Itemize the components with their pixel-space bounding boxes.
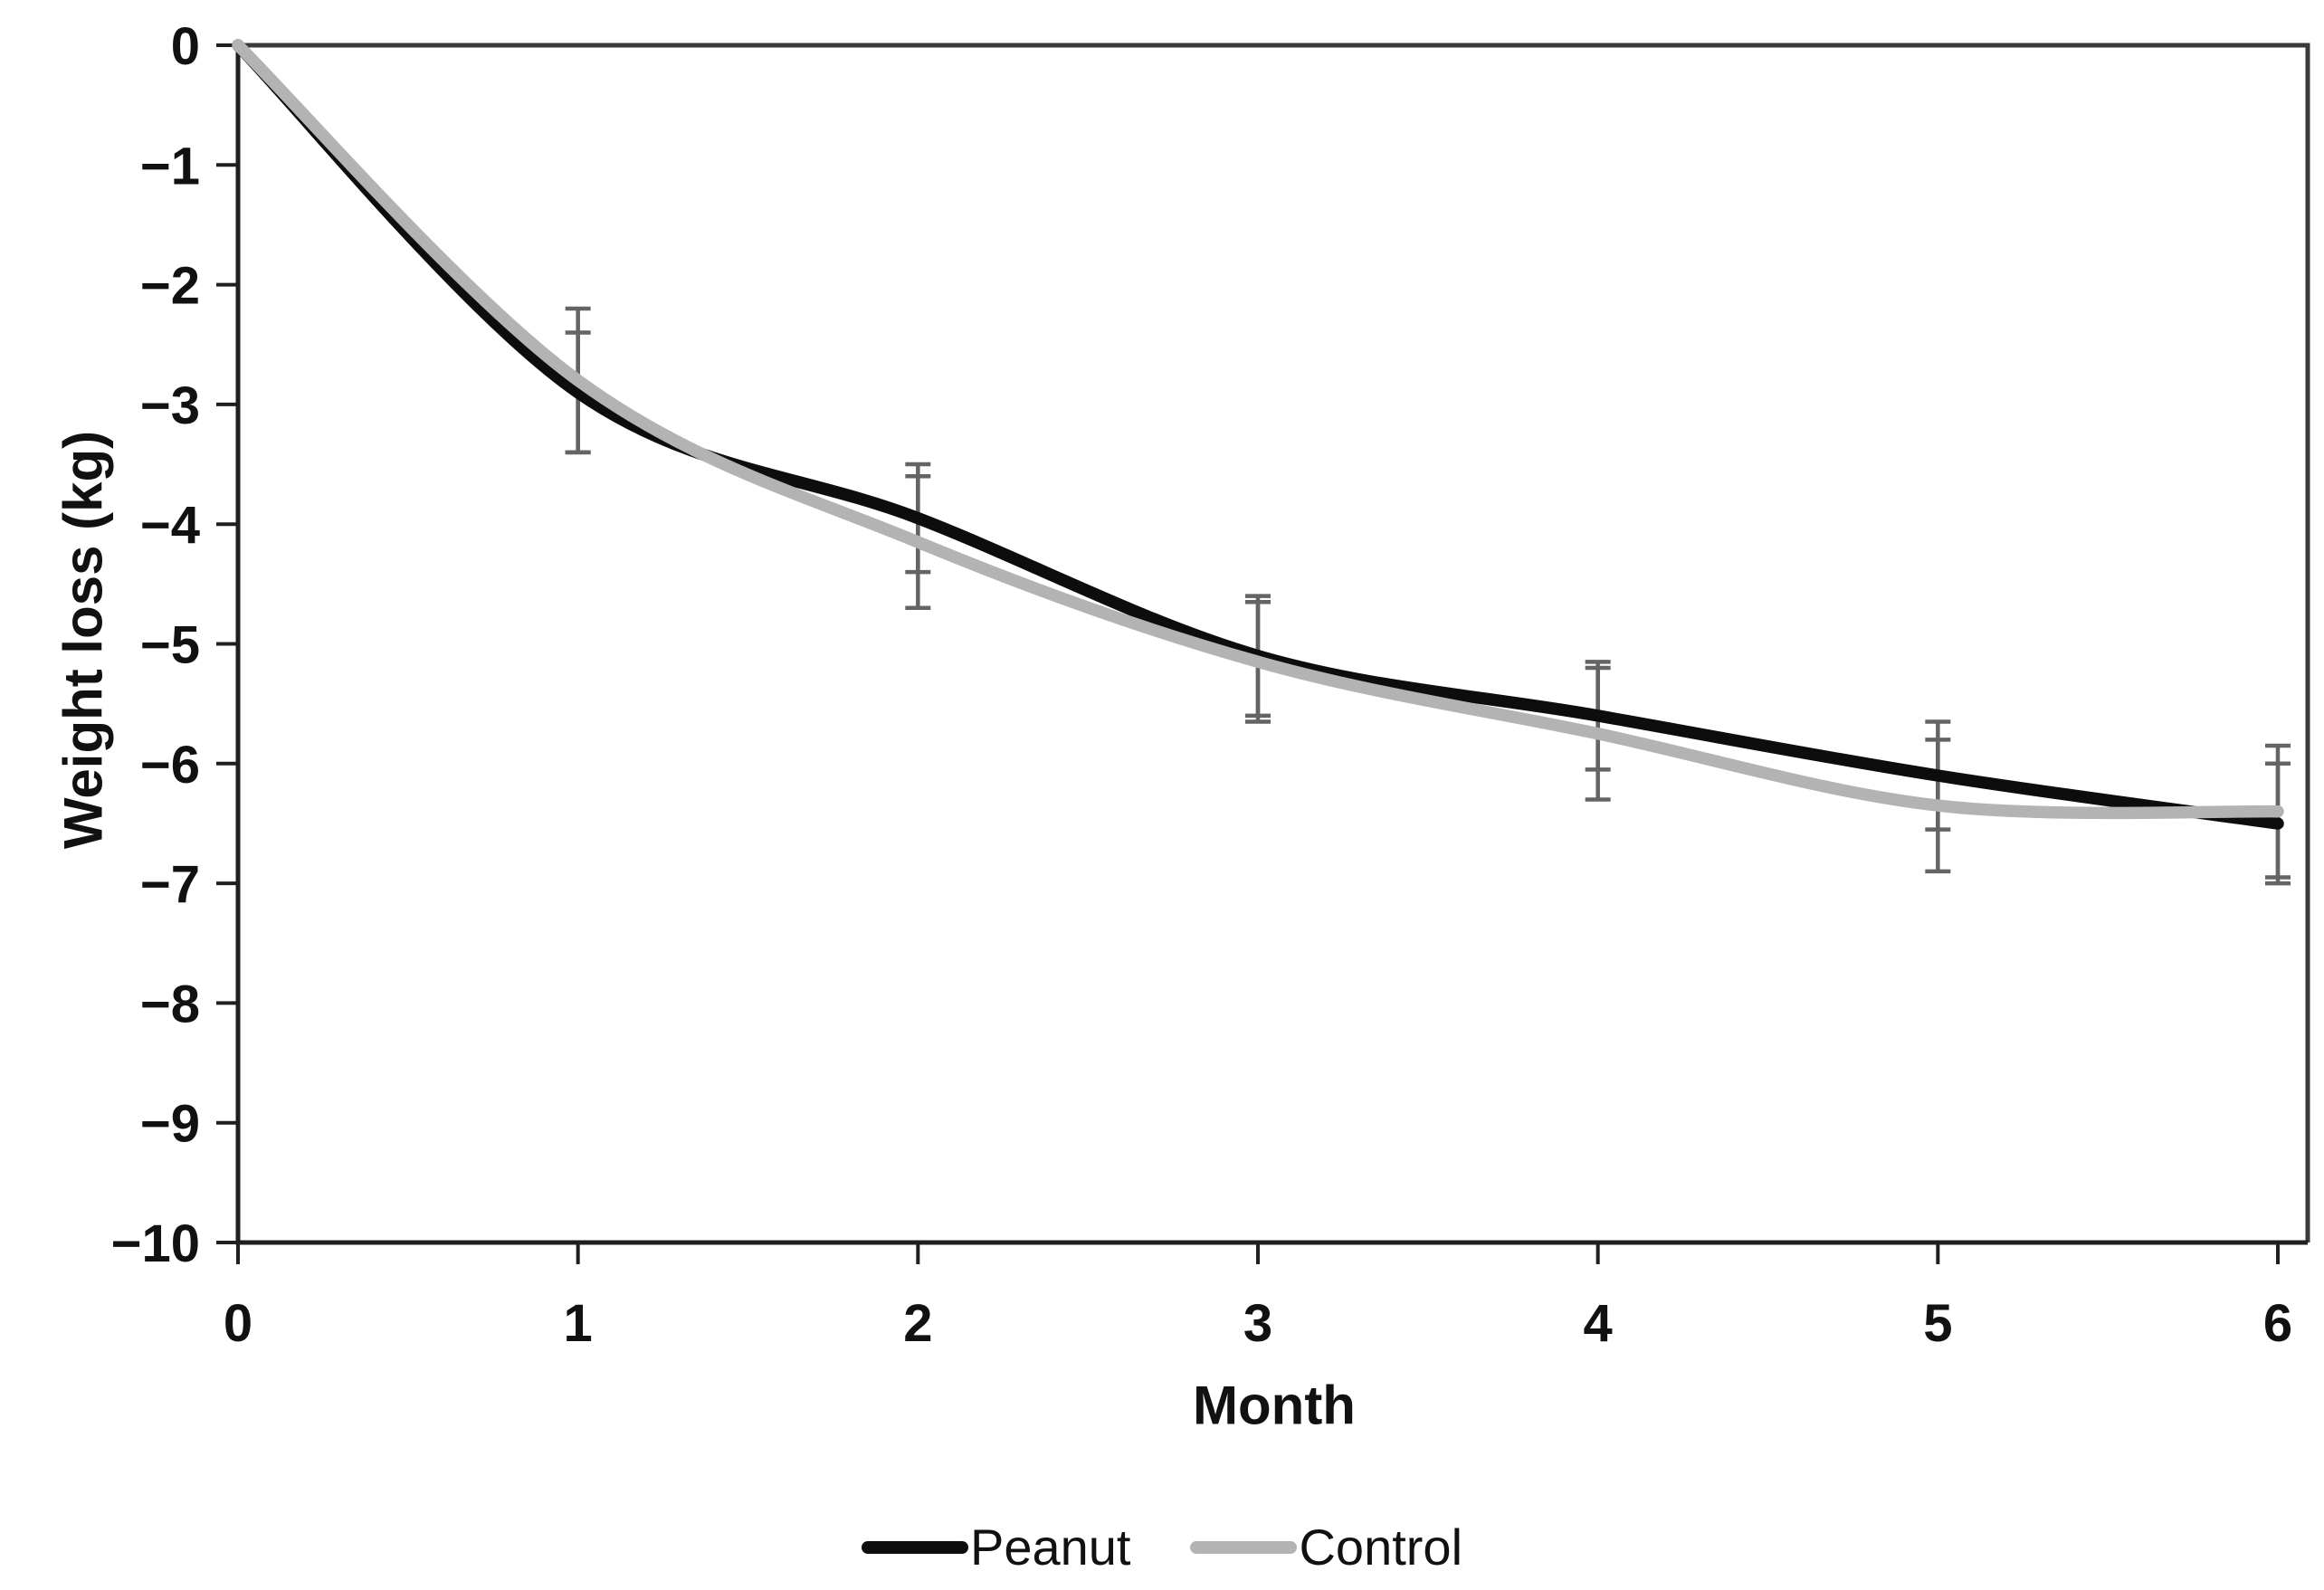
legend-label-peanut: Peanut (969, 1519, 1131, 1576)
y-tick-label: −1 (140, 137, 200, 195)
y-tick-label: −4 (140, 496, 200, 555)
y-tick-label: −2 (140, 257, 200, 316)
legend: Peanut Control (0, 1522, 2324, 1573)
control-line (232, 39, 2284, 820)
y-tick-label: −3 (140, 376, 200, 435)
legend-label-control: Control (1299, 1519, 1463, 1576)
plot-frame (238, 43, 2310, 1242)
y-tick-label: −6 (140, 736, 200, 795)
x-tick-label: 4 (1584, 1294, 1613, 1353)
y-tick-label: −10 (111, 1214, 200, 1273)
y-tick-label: −7 (140, 855, 200, 914)
x-axis-title: Month (1193, 1375, 1356, 1436)
y-tick-label: −8 (140, 975, 200, 1033)
x-tick-label: 3 (1243, 1294, 1272, 1353)
legend-item-peanut: Peanut (861, 1519, 1131, 1576)
y-tick-label: 0 (171, 17, 200, 76)
legend-swatch-control (1190, 1541, 1298, 1554)
peanut-line (232, 39, 2284, 830)
x-tick-label: 6 (2263, 1294, 2292, 1353)
x-tick-label: 1 (564, 1294, 593, 1353)
x-tick-label: 0 (224, 1294, 252, 1353)
axis-lines (235, 45, 2308, 1245)
legend-item-control: Control (1190, 1522, 1462, 1573)
x-tick-label: 2 (903, 1294, 932, 1353)
y-tick-label: −5 (140, 616, 200, 675)
y-tick-label: −9 (140, 1095, 200, 1154)
legend-swatch-peanut (861, 1541, 968, 1554)
x-tick-label: 5 (1923, 1294, 1952, 1353)
y-axis-title: Weight loss (kg) (52, 430, 114, 850)
